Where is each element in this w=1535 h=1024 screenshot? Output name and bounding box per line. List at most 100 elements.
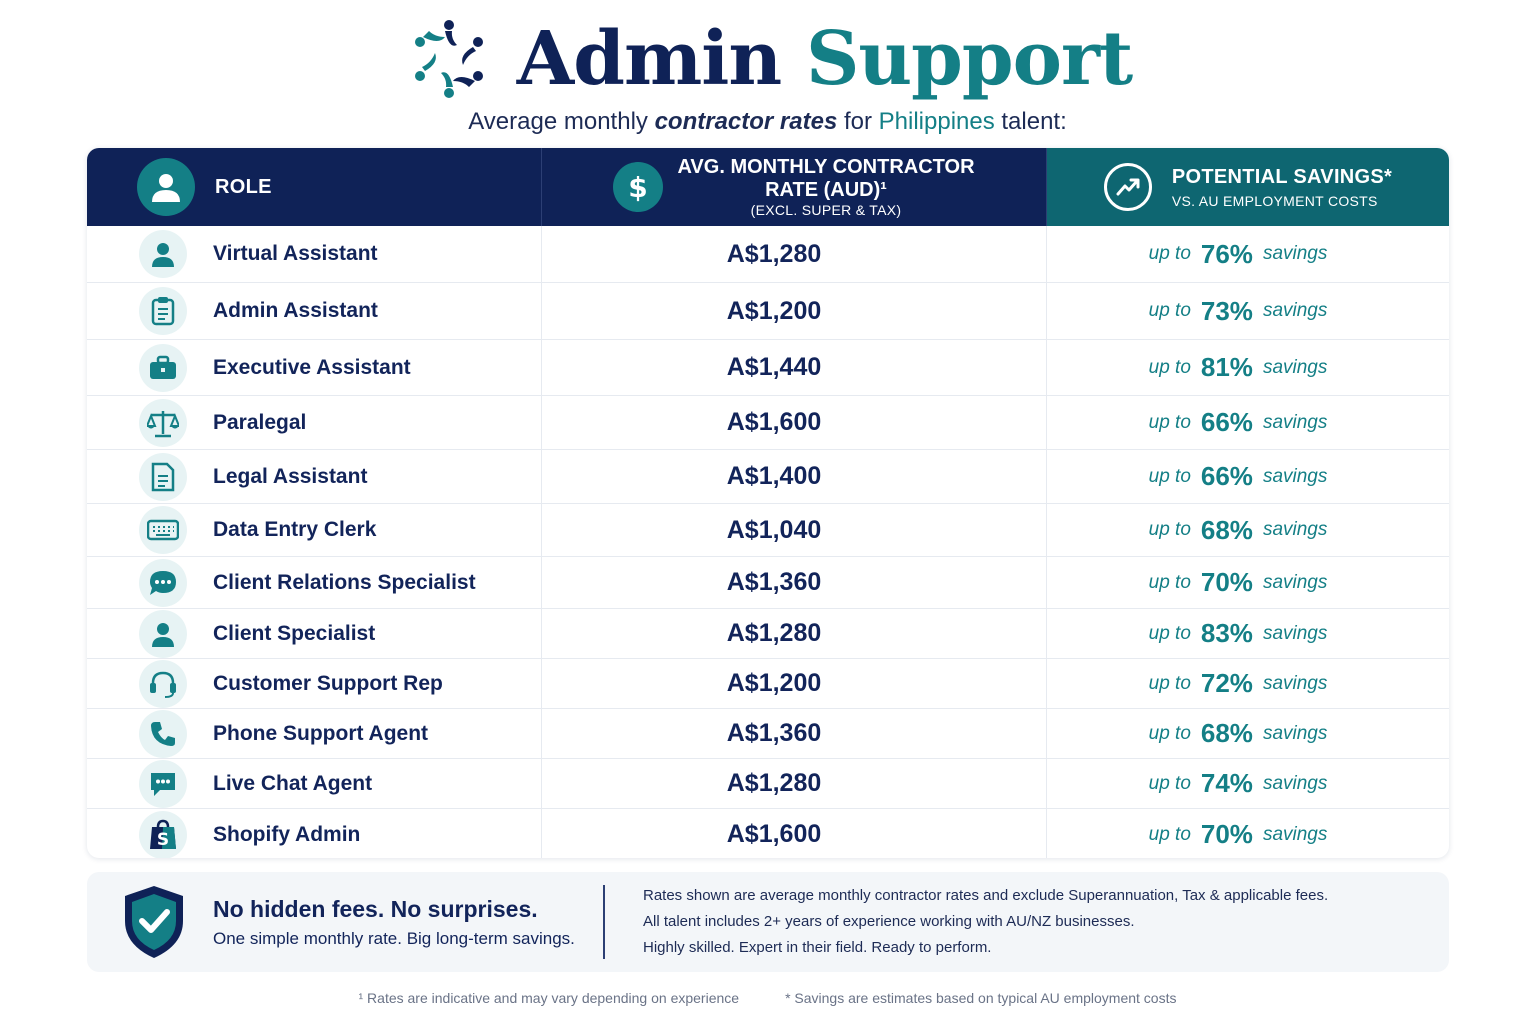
savings-label: savings [1262,356,1328,378]
table-row: Paralegal A$1,600 up to 66% savings [87,396,1449,450]
table-row: Phone Support Agent A$1,360 up to 68% saving… [87,709,1449,759]
role-name: Executive Assistant [213,355,411,379]
table-row: Live Chat Agent A$1,280 up to 74% savings [87,759,1449,809]
role-cell: S Shopify Admin [87,809,542,858]
header-rate-line1: AVG. MONTHLY CONTRACTOR [677,155,975,178]
role-cell: Phone Support Agent [87,709,542,758]
rate-cell: A$1,360 [542,557,1047,608]
notes-headline: No hidden fees. No surprises. [213,895,538,922]
role-name: Shopify Admin [213,822,361,846]
scales-icon [139,398,187,447]
savings-percent: 66% [1200,407,1253,437]
up-to-label: up to [1148,672,1191,694]
role-name: Virtual Assistant [213,242,378,265]
up-to-label: up to [1148,519,1191,540]
savings-label: savings [1262,571,1328,593]
savings-label: savings [1262,722,1328,744]
savings-percent: 81% [1200,352,1253,382]
savings-percent: 83% [1200,618,1253,648]
subtitle-highlight: Philippines [878,108,995,135]
user-icon [137,158,195,216]
savings-label: savings [1262,823,1328,845]
title-admin: Admin [516,16,782,102]
role-cell: Data Entry Clerk [87,504,542,556]
keyboard-icon [139,506,187,554]
role-cell: Virtual Assistant [87,226,542,282]
document-icon [139,452,187,501]
person-icon [139,230,187,278]
role-name: Phone Support Agent [213,721,429,745]
savings-cell: up to 70% savings [1047,557,1449,608]
up-to-label: up to [1148,622,1191,644]
savings-cell: up to 68% savings [1047,709,1449,758]
header-rate: $ AVG. MONTHLY CONTRACTOR RATE (AUD)¹ (E… [542,148,1047,226]
up-to-label: up to [1148,356,1191,378]
chat-bubble-icon [139,558,187,607]
savings-percent: 70% [1200,819,1253,849]
savings-cell: up to 72% savings [1047,659,1449,708]
notes-panel: No hidden fees. No surprises. One simple… [87,872,1449,972]
savings-cell: up to 74% savings [1047,759,1449,808]
notes-line-2: All talent includes 2+ years of experien… [643,913,1135,930]
role-name: Admin Assistant [213,299,378,322]
savings-label: savings [1262,672,1328,694]
savings-cell: up to 76% savings [1047,226,1449,282]
person-icon [139,609,187,658]
table-row: Data Entry Clerk A$1,040 up to 68% savings [87,504,1449,557]
savings-label: savings [1262,772,1328,794]
dollar-icon: $ [613,162,664,212]
notes-line-1: Rates shown are average monthly contract… [643,887,1329,904]
savings-label: savings [1262,300,1328,321]
notes-divider [603,885,605,959]
savings-label: savings [1262,411,1328,433]
savings-cell: up to 68% savings [1047,504,1449,556]
role-name: Paralegal [213,410,307,434]
savings-percent: 74% [1200,768,1253,798]
role-name: Client Relations Specialist [213,570,476,594]
rate-cell: A$1,400 [542,450,1047,503]
savings-percent: 70% [1200,567,1253,597]
rate-cell: A$1,040 [542,504,1047,556]
header-role-label: ROLE [215,175,272,198]
savings-percent: 73% [1200,295,1253,326]
up-to-label: up to [1148,571,1191,593]
up-to-label: up to [1148,465,1191,487]
subtitle-emphasis: contractor rates [654,108,838,135]
subtitle-mid: for [837,108,879,135]
people-circle-logo-icon [414,20,483,98]
role-name: Data Entry Clerk [213,518,377,541]
header-role: ROLE [87,148,542,226]
role-name: Legal Assistant [213,464,368,488]
header-savings-text: POTENTIAL SAVINGS* VS. AU EMPLOYMENT COS… [1172,166,1392,209]
savings-label: savings [1262,622,1328,644]
table-row: Client Relations Specialist A$1,360 up to 7… [87,557,1449,609]
table-row: Executive Assistant A$1,440 up to 81% saving… [87,340,1449,396]
header-savings: POTENTIAL SAVINGS* VS. AU EMPLOYMENT COS… [1047,148,1449,226]
header-savings-line2: VS. AU EMPLOYMENT COSTS [1171,192,1378,209]
up-to-label: up to [1148,823,1191,845]
role-cell: Client Relations Specialist [87,557,542,608]
header-rate-text: AVG. MONTHLY CONTRACTOR RATE (AUD)¹ (EXC… [677,156,974,218]
headset-icon [139,659,187,708]
rate-cell: A$1,440 [542,340,1047,395]
savings-cell: up to 81% savings [1047,340,1449,395]
role-cell: Legal Assistant [87,450,542,503]
rate-cell: A$1,280 [542,226,1047,282]
savings-label: savings [1262,243,1328,264]
table-row: Customer Support Rep A$1,200 up to 72% savin… [87,659,1449,709]
title-support: Support [805,16,1133,102]
savings-cell: up to 66% savings [1047,450,1449,503]
table-row: Legal Assistant A$1,400 up to 66% savings [87,450,1449,504]
table-header: ROLE $ AVG. MONTHLY CONTRACTOR RATE (AUD… [87,148,1449,226]
rates-table: ROLE $ AVG. MONTHLY CONTRACTOR RATE (AUD… [87,148,1449,858]
rate-cell: A$1,280 [542,759,1047,808]
rate-cell: A$1,600 [542,396,1047,449]
rate-cell: A$1,360 [542,709,1047,758]
table-row: Virtual Assistant A$1,280 up to 76% savings [87,226,1449,283]
page-header: Admin Support Average monthly contractor… [0,14,1535,136]
savings-percent: 68% [1200,514,1253,545]
page-title: Admin Support [517,22,1133,96]
notes-details: Rates shown are average monthly contract… [643,883,1328,961]
phone-icon [139,709,187,758]
notes-line-3: Highly skilled. Expert in their field. R… [643,939,992,956]
